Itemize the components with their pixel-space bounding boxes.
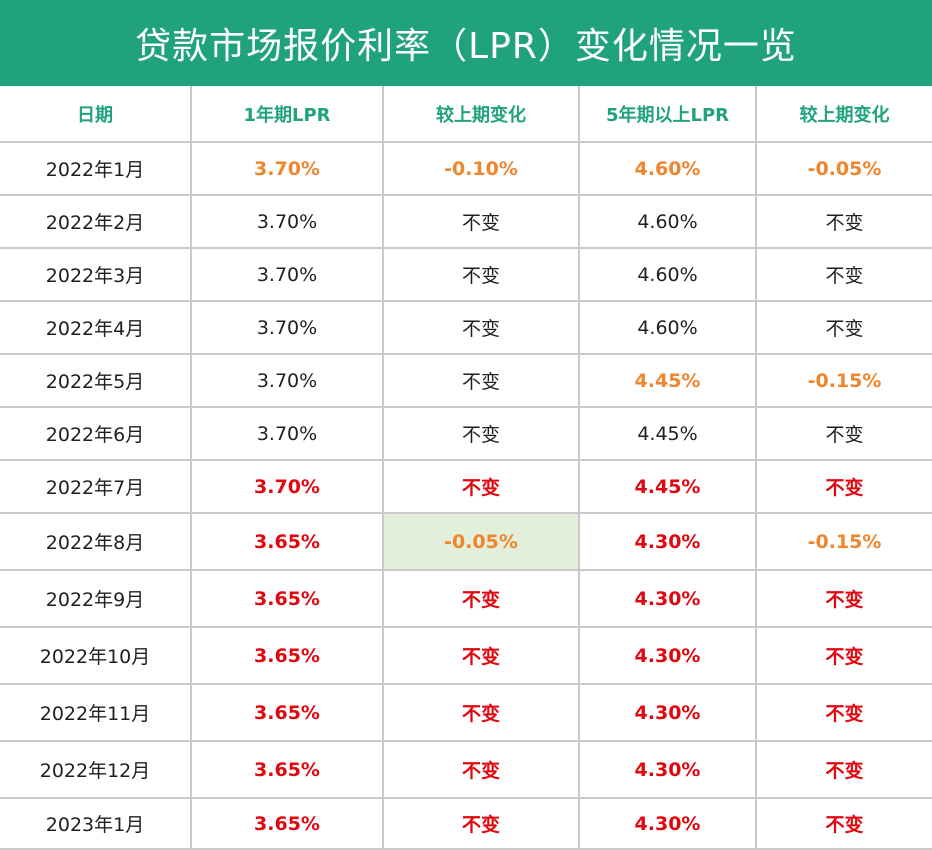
cell-5y-change: 不变 <box>756 570 932 628</box>
cell-5y-change: 不变 <box>756 195 932 249</box>
cell-1y-lpr: 3.70% <box>191 460 384 514</box>
cell-1y-change: -0.05% <box>383 513 580 571</box>
cell-1y-lpr: 3.65% <box>191 570 384 628</box>
cell-date: 2022年4月 <box>0 301 192 355</box>
cell-1y-lpr: 3.70% <box>191 301 384 355</box>
cell-5y-change: -0.05% <box>756 142 932 196</box>
cell-5y-change: 不变 <box>756 407 932 461</box>
cell-5y-lpr: 4.45% <box>579 460 757 514</box>
cell-1y-lpr: 3.65% <box>191 741 384 799</box>
header-1y-lpr: 1年期LPR <box>191 86 384 143</box>
cell-5y-lpr: 4.30% <box>579 513 757 571</box>
cell-1y-change: 不变 <box>383 195 580 249</box>
cell-5y-lpr: 4.30% <box>579 684 757 742</box>
cell-date: 2022年11月 <box>0 684 192 742</box>
cell-5y-change: 不变 <box>756 301 932 355</box>
table-row: 2022年11月 3.65% 不变 4.30% 不变 <box>0 684 932 742</box>
cell-5y-lpr: 4.30% <box>579 570 757 628</box>
cell-date: 2022年12月 <box>0 741 192 799</box>
cell-5y-change: 不变 <box>756 248 932 302</box>
table-row: 2022年1月 3.70% -0.10% 4.60% -0.05% <box>0 142 932 196</box>
table-row: 2022年8月 3.65% -0.05% 4.30% -0.15% <box>0 513 932 571</box>
cell-5y-change: -0.15% <box>756 354 932 408</box>
cell-1y-change: 不变 <box>383 741 580 799</box>
cell-1y-lpr: 3.70% <box>191 354 384 408</box>
table-row: 2022年9月 3.65% 不变 4.30% 不变 <box>0 570 932 628</box>
cell-1y-change: 不变 <box>383 407 580 461</box>
header-date: 日期 <box>0 86 192 143</box>
cell-1y-change: 不变 <box>383 570 580 628</box>
cell-1y-change: 不变 <box>383 301 580 355</box>
cell-5y-change: -0.15% <box>756 513 932 571</box>
cell-date: 2023年1月 <box>0 798 192 850</box>
header-5y-change: 较上期变化 <box>756 86 932 143</box>
cell-5y-change: 不变 <box>756 741 932 799</box>
lpr-table: 日期 1年期LPR 较上期变化 5年期以上LPR 较上期变化 2022年1月 3… <box>0 86 932 850</box>
cell-1y-change: 不变 <box>383 627 580 685</box>
cell-5y-lpr: 4.60% <box>579 142 757 196</box>
cell-1y-lpr: 3.70% <box>191 142 384 196</box>
cell-1y-change: 不变 <box>383 354 580 408</box>
cell-5y-change: 不变 <box>756 627 932 685</box>
cell-5y-lpr: 4.45% <box>579 354 757 408</box>
table-row: 2022年4月 3.70% 不变 4.60% 不变 <box>0 301 932 355</box>
cell-5y-lpr: 4.60% <box>579 195 757 249</box>
cell-1y-lpr: 3.70% <box>191 407 384 461</box>
cell-date: 2022年2月 <box>0 195 192 249</box>
cell-date: 2022年1月 <box>0 142 192 196</box>
cell-1y-change: -0.10% <box>383 142 580 196</box>
cell-date: 2022年8月 <box>0 513 192 571</box>
table-row: 2022年7月 3.70% 不变 4.45% 不变 <box>0 460 932 514</box>
cell-5y-lpr: 4.30% <box>579 627 757 685</box>
header-row: 日期 1年期LPR 较上期变化 5年期以上LPR 较上期变化 <box>0 86 932 143</box>
table-row: 2023年1月 3.65% 不变 4.30% 不变 <box>0 798 932 850</box>
cell-1y-change: 不变 <box>383 248 580 302</box>
cell-1y-change: 不变 <box>383 798 580 850</box>
cell-1y-change: 不变 <box>383 460 580 514</box>
table-row: 2022年10月 3.65% 不变 4.30% 不变 <box>0 627 932 685</box>
cell-5y-lpr: 4.30% <box>579 741 757 799</box>
cell-date: 2022年3月 <box>0 248 192 302</box>
table-title: 贷款市场报价利率（LPR）变化情况一览 <box>0 0 932 86</box>
cell-1y-lpr: 3.70% <box>191 248 384 302</box>
cell-1y-lpr: 3.65% <box>191 684 384 742</box>
cell-date: 2022年10月 <box>0 627 192 685</box>
cell-5y-lpr: 4.60% <box>579 248 757 302</box>
cell-date: 2022年6月 <box>0 407 192 461</box>
cell-1y-lpr: 3.65% <box>191 513 384 571</box>
cell-5y-change: 不变 <box>756 684 932 742</box>
table-row: 2022年5月 3.70% 不变 4.45% -0.15% <box>0 354 932 408</box>
cell-5y-change: 不变 <box>756 798 932 850</box>
cell-5y-change: 不变 <box>756 460 932 514</box>
cell-1y-lpr: 3.65% <box>191 798 384 850</box>
header-1y-change: 较上期变化 <box>383 86 580 143</box>
header-5y-lpr: 5年期以上LPR <box>579 86 757 143</box>
cell-1y-lpr: 3.65% <box>191 627 384 685</box>
cell-5y-lpr: 4.60% <box>579 301 757 355</box>
cell-date: 2022年9月 <box>0 570 192 628</box>
table-row: 2022年3月 3.70% 不变 4.60% 不变 <box>0 248 932 302</box>
cell-1y-lpr: 3.70% <box>191 195 384 249</box>
table-row: 2022年2月 3.70% 不变 4.60% 不变 <box>0 195 932 249</box>
cell-5y-lpr: 4.30% <box>579 798 757 850</box>
cell-date: 2022年5月 <box>0 354 192 408</box>
table-row: 2022年12月 3.65% 不变 4.30% 不变 <box>0 741 932 799</box>
cell-date: 2022年7月 <box>0 460 192 514</box>
table-row: 2022年6月 3.70% 不变 4.45% 不变 <box>0 407 932 461</box>
cell-5y-lpr: 4.45% <box>579 407 757 461</box>
cell-1y-change: 不变 <box>383 684 580 742</box>
